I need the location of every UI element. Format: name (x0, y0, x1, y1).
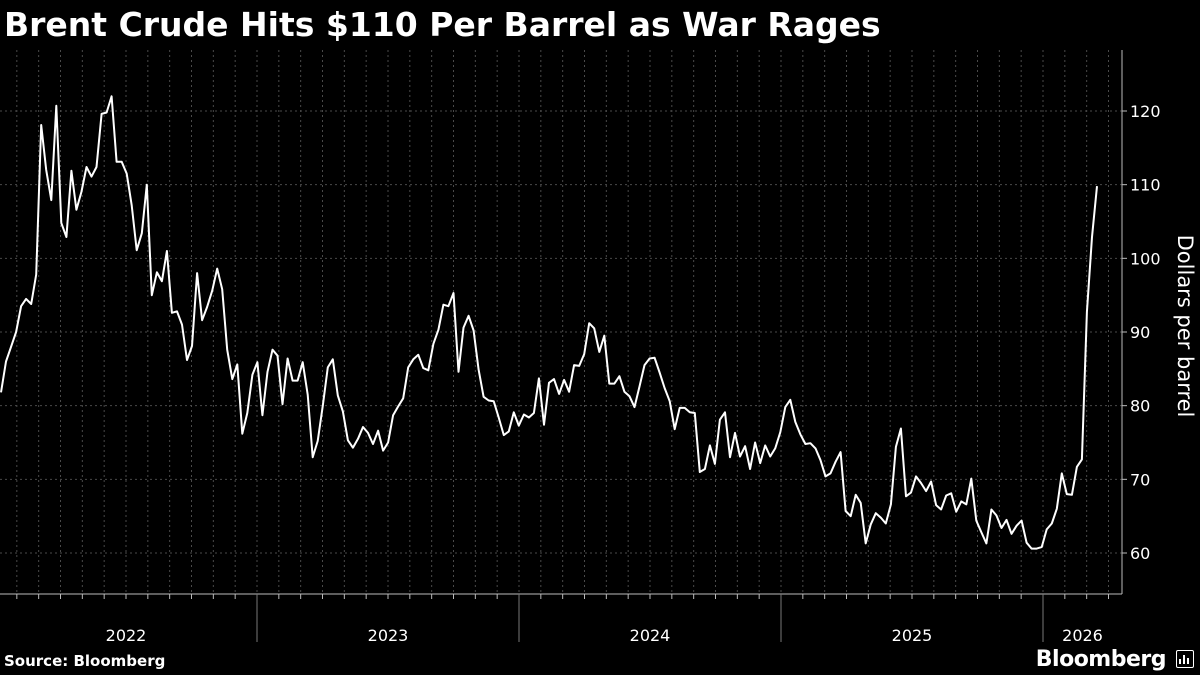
y-axis-label: Dollars per barrel (1173, 235, 1197, 418)
y-tick-label: 60 (1130, 544, 1150, 563)
x-tick-labels: 2022 2023 2024 2025 2026 (106, 626, 1103, 645)
y-tick-label: 110 (1130, 176, 1161, 195)
bloomberg-logo: Bloomberg (1035, 647, 1167, 672)
y-tick-labels: 60 70 80 90 100 110 120 (1130, 102, 1161, 563)
chart-title: Brent Crude Hits $110 Per Barrel as War … (4, 5, 881, 44)
x-tick-label: 2024 (630, 626, 671, 645)
vertical-gridlines (16, 50, 1109, 594)
x-minor-ticks (16, 594, 1109, 642)
series-line (0, 95, 1098, 550)
x-tick-label: 2022 (106, 626, 147, 645)
y-tick-label: 120 (1130, 102, 1161, 121)
y-tick-label: 80 (1130, 397, 1150, 416)
y-tick-label: 90 (1130, 323, 1150, 342)
x-tick-label: 2025 (892, 626, 933, 645)
x-tick-label: 2026 (1062, 626, 1103, 645)
y-tick-label: 70 (1130, 470, 1150, 489)
bloomberg-chart-icon (1176, 650, 1194, 668)
y-tick-label: 100 (1130, 249, 1161, 268)
source-note: Source: Bloomberg (4, 652, 166, 670)
horizontal-gridlines (0, 110, 1127, 554)
x-tick-label: 2023 (368, 626, 409, 645)
